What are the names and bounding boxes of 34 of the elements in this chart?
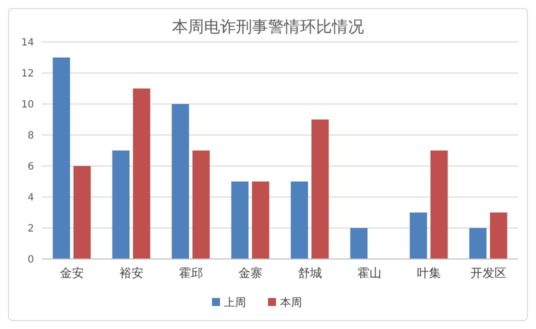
bar	[430, 150, 448, 259]
bar	[469, 228, 487, 259]
y-tick-label: 0	[28, 254, 34, 266]
x-tick-label: 金寨	[238, 266, 262, 280]
x-tick-label: 霍邱	[178, 266, 203, 280]
bar	[192, 150, 210, 259]
x-tick-label: 霍山	[357, 266, 382, 280]
bar	[290, 182, 308, 259]
legend-label: 本周	[280, 296, 302, 309]
bar	[52, 58, 70, 259]
chart-title: 本周电诈刑事警情环比情况	[172, 17, 364, 36]
x-tick-label: 舒城	[298, 266, 322, 280]
y-tick-label: 14	[21, 38, 34, 48]
bar	[490, 212, 508, 259]
bar	[410, 212, 428, 259]
y-tick-label: 4	[28, 192, 34, 204]
x-tick-label: 开发区	[470, 266, 506, 280]
x-tick-label: 裕安	[119, 266, 144, 280]
y-tick-label: 8	[28, 130, 34, 142]
bar	[231, 182, 249, 259]
y-tick-label: 6	[28, 162, 34, 172]
bar	[172, 104, 190, 259]
x-tick-label: 叶集	[416, 266, 441, 280]
x-tick-label: 金安	[60, 266, 84, 280]
legend-label: 上周	[224, 296, 246, 309]
bar	[73, 166, 91, 259]
bar	[112, 150, 130, 259]
y-tick-label: 2	[28, 224, 34, 234]
bar	[252, 182, 270, 259]
y-tick-label: 10	[21, 100, 34, 110]
bar	[350, 228, 368, 259]
y-tick-label: 12	[21, 68, 34, 80]
bar	[311, 120, 329, 259]
bar	[132, 88, 150, 259]
